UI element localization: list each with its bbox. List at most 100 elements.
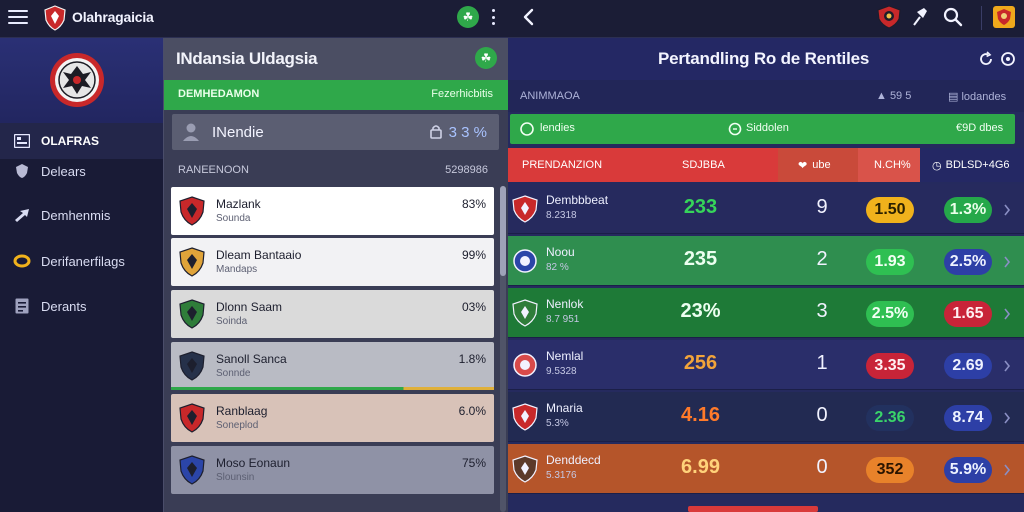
team-name: Mazlank [216,197,261,211]
odds-pill[interactable]: 8.74 [944,405,992,431]
chevron-right-icon[interactable] [1003,204,1011,216]
count-value: 2 [816,248,828,270]
divider [981,6,982,30]
sidebar-item-derifanerfilags[interactable]: Derifanerfilags [0,243,163,279]
odds-pill[interactable]: 5.9% [944,457,992,483]
meta-mid-label: ▲ 59 5 [876,90,912,102]
panel-filter-bar[interactable]: DEMHEDAMON Fezerhicbitis [164,80,509,110]
odds-pill[interactable]: 2.36 [866,405,914,431]
team-crest-icon [512,195,538,223]
table-row[interactable]: Nemlal 9.5328 256 1 3.35 2.69 [508,340,1024,390]
team-card[interactable]: Moso Eonaun Slounsin 75% [171,446,494,494]
divider [508,493,1024,494]
filter-right-label: Fezerhicbitis [431,88,493,100]
team-card[interactable]: Mazlank Sounda 83% [171,187,494,235]
filter-label-mid: Siddolen [746,122,789,134]
odds-pill[interactable]: 1.3% [944,197,992,223]
crest-icon[interactable] [876,5,902,29]
leaf-icon[interactable]: ☘ [475,47,497,69]
divider [508,441,1024,442]
sidebar-item-derants[interactable]: Derants [0,288,163,324]
sidebar-item-delears[interactable]: Delears [0,153,163,189]
column-header-label: PRENDANZION [522,159,603,171]
sidebar-item-demhenmis[interactable]: Demhenmis [0,197,163,233]
club-header [0,38,163,123]
team-name: Dlonn Saam [216,300,283,314]
odds-pill[interactable]: 352 [866,457,914,483]
column-header-2[interactable]: ❤ ube [778,148,858,182]
chevron-right-icon[interactable] [1003,308,1011,320]
column-header-label: ube [812,159,831,171]
team-name: Dembbbeat [546,193,609,207]
team-subtitle: 82 % [546,262,569,273]
search-icon[interactable] [943,5,963,29]
chevron-right-icon[interactable] [1003,360,1011,372]
chevron-right-icon[interactable] [1003,256,1011,268]
team-card[interactable]: Dlonn Saam Soinda 03% [171,290,494,338]
selected-team-field[interactable]: INendie 3 3 % [172,114,499,150]
count-value: 3 [816,300,828,322]
odds-pill[interactable]: 2.5% [866,301,914,327]
club-logo-icon [50,53,104,107]
lock-icon [430,125,442,139]
odds-pill[interactable]: 1.93 [866,249,914,275]
column-header-label: SDJBBA [682,159,725,171]
odds-pill[interactable]: 3.35 [866,353,914,379]
sidebar: OLAFRAS Delears Demhenmis Derifanerfilag… [0,38,163,512]
column-header-team[interactable]: PRENDANZION [508,148,674,182]
team-card[interactable]: Dleam Bantaaio Mandaps 99% [171,238,494,286]
badge-icon[interactable] [992,5,1016,29]
team-subtitle: Sounda [216,213,251,224]
team-crest-icon [179,403,205,433]
column-header-3[interactable]: N.CH% [858,148,920,182]
sidebar-item-label: OLAFRAS [41,134,99,148]
count-value: 0 [816,456,828,478]
filter-left-label: DEMHEDAMON [178,88,260,100]
table-header: Pertandling Ro de Rentiles [508,38,1024,80]
leaf-icon[interactable]: ☘ [457,6,479,28]
table-row[interactable]: Noou 82 % 235 2 1.93 2.5% [508,236,1024,286]
team-crest-icon [512,455,538,483]
chevron-left-icon[interactable] [521,7,537,27]
pin-icon[interactable] [910,5,930,29]
odds-pill[interactable]: 1.50 [866,197,914,223]
app-title: Olahragaicia [72,9,154,25]
more-vertical-icon[interactable] [488,9,498,25]
settings-icon[interactable] [1000,51,1016,67]
count-value: 1 [816,352,828,374]
column-header-1[interactable]: SDJBBA [674,148,778,182]
odds-table-panel: Pertandling Ro de Rentiles ANIMMAOA ▲ 59… [508,38,1024,512]
team-card[interactable]: Ranblaag Soneplod 6.0% [171,394,494,442]
team-percentage: 1.8% [458,352,486,366]
section-left-label: RANEENOON [178,164,249,176]
chevron-right-icon[interactable] [1003,464,1011,476]
sidebar-item-olafras[interactable]: OLAFRAS [0,123,163,159]
team-name: Noou [546,245,575,259]
team-card[interactable]: Sanoll Sanca Sonnde 1.8% [171,342,494,390]
table-row[interactable]: Mnaria 5.3% 4.16 0 2.36 8.74 [508,392,1024,442]
team-subtitle: 8.7 951 [546,314,580,325]
team-name: Nenlok [546,297,584,311]
odds-pill[interactable]: 2.5% [944,249,992,275]
odds-pill[interactable]: 2.69 [944,353,992,379]
menu-icon[interactable] [8,8,28,26]
column-header-4[interactable]: ◷ BDLSD+4G6 [920,148,1024,182]
chevron-right-icon[interactable] [1003,412,1011,424]
divider [508,337,1024,338]
team-percentage: 03% [461,300,486,314]
scrollbar[interactable] [500,186,506,512]
team-crest-icon [512,403,538,431]
team-crest-icon [513,249,537,273]
odds-pill[interactable]: 1.65 [944,301,992,327]
standings-panel: INdansia Uldagsia ☘ DEMHEDAMON Fezerhicb… [163,38,509,512]
selected-team-value: 3 3 % [448,124,487,141]
table-row[interactable]: Nenlok 8.7 951 23% 3 2.5% 1.65 [508,288,1024,338]
team-subtitle: Soinda [216,316,248,327]
column-header-label: N.CH% [874,159,911,171]
score-value: 4.16 [681,404,720,426]
table-row[interactable]: Denddecd 5.3176 6.99 0 352 5.9% [508,444,1024,494]
table-row[interactable]: Dembbbeat 8.2318 233 9 1.50 1.3% [508,184,1024,234]
refresh-icon[interactable] [978,51,994,67]
table-filter-bar[interactable]: lendies Siddolen €9D dbes [510,114,1015,144]
scrollbar-thumb[interactable] [500,186,506,276]
